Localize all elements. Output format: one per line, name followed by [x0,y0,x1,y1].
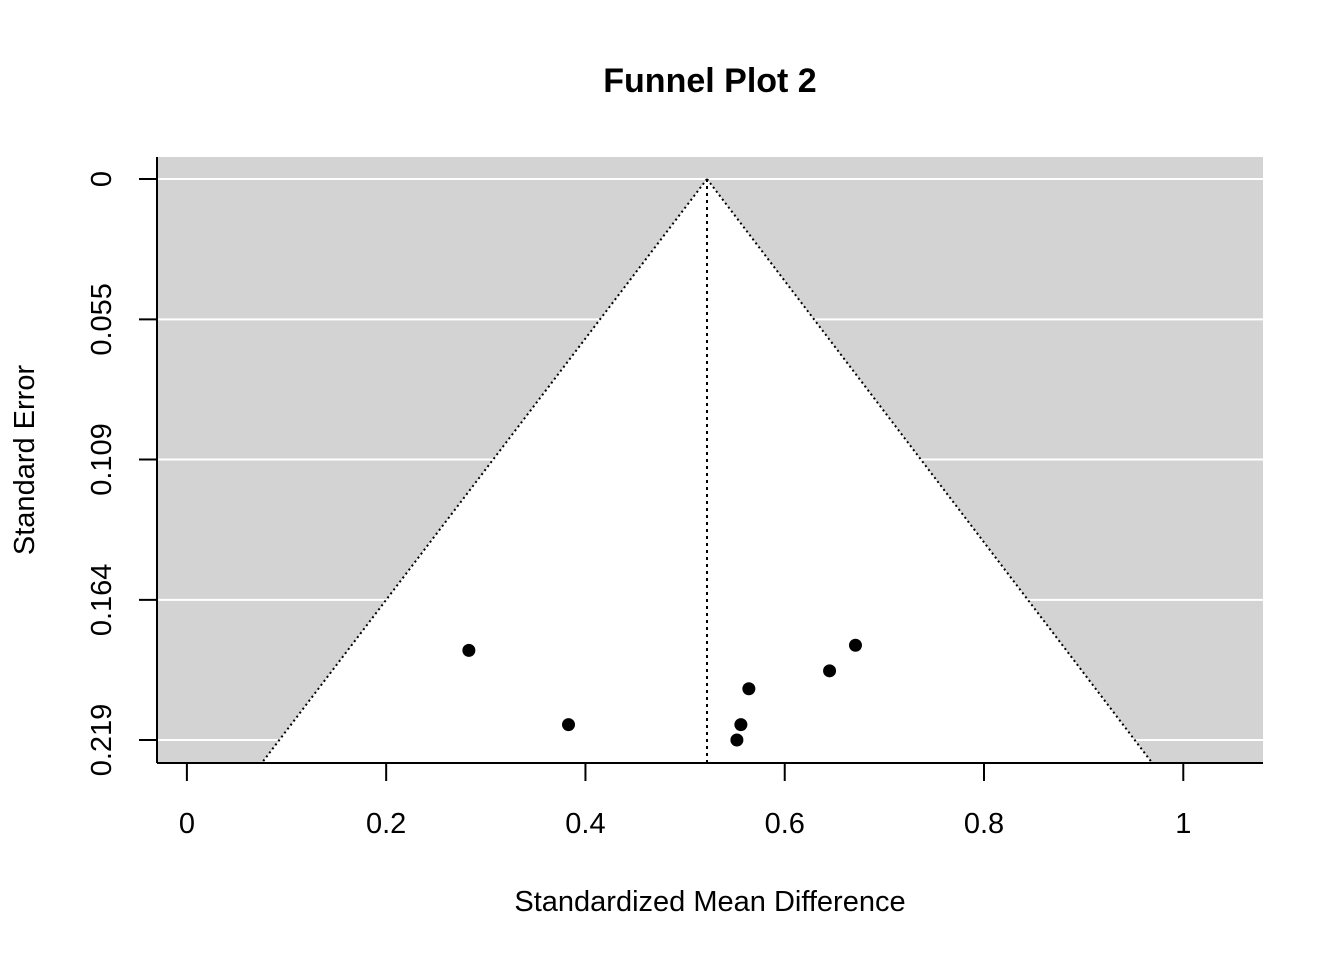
x-tick-label: 0 [179,808,195,840]
data-point [562,718,576,732]
x-tick-label: 1 [1175,808,1191,840]
x-axis-label: Standardized Mean Difference [514,886,905,918]
funnel-right-boundary [706,178,1154,764]
y-tick-label: 0.109 [86,423,118,496]
y-tick-label: 0 [86,171,118,187]
data-point [823,664,837,678]
data-point [462,643,476,657]
x-tick-label: 0.6 [765,808,805,840]
y-axis: 0 0.055 0.109 0.164 0.219 [86,157,158,777]
x-tick-label: 0.2 [366,808,406,840]
x-tick-label: 0.4 [565,808,605,840]
x-axis: 0 0.2 0.4 0.6 0.8 1 [157,762,1263,840]
y-tick-label: 0.055 [86,283,118,356]
y-axis-label: Standard Error [9,365,41,556]
data-point [742,682,756,696]
x-tick-label: 0.8 [964,808,1004,840]
y-tick-label: 0.164 [86,564,118,637]
plot-area [157,157,1263,764]
data-point [734,718,748,732]
chart-title: Funnel Plot 2 [603,62,816,100]
data-point [848,638,862,652]
funnel-region [261,179,1153,763]
data-point [730,733,744,747]
funnel-left-boundary [260,178,708,764]
y-tick-label: 0.219 [86,704,118,777]
